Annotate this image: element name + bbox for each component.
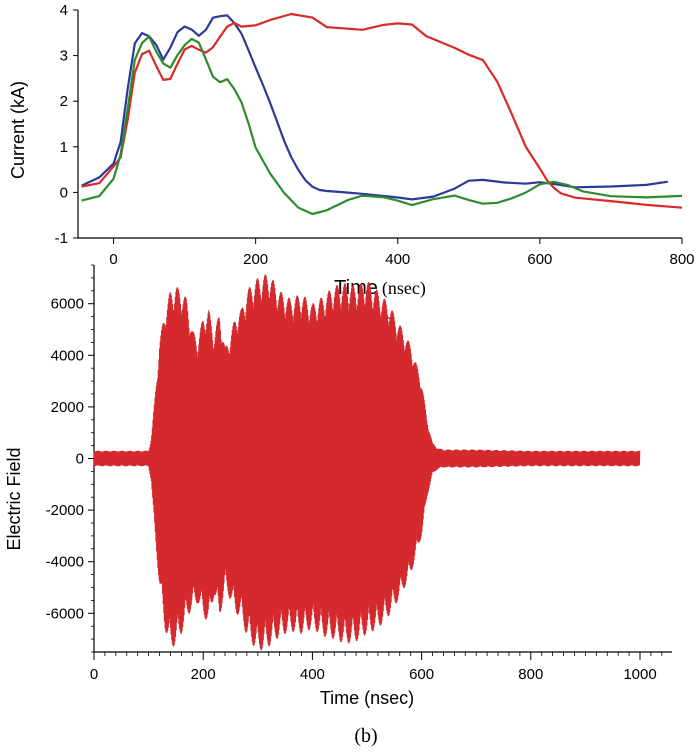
- current-x-tick-label: 0: [109, 251, 117, 268]
- current-x-tick-label: 200: [243, 251, 268, 268]
- current-series-green: [81, 35, 683, 216]
- electric-field-y-tick-label: 2000: [51, 399, 84, 416]
- electric-field-y-tick-label: 6000: [51, 296, 84, 313]
- current-y-tick-label: 3: [60, 48, 68, 65]
- electric-field-series: [93, 274, 641, 651]
- electric-field-y-tick-label: -4000: [46, 554, 84, 571]
- current-x-tick-label: 400: [385, 251, 410, 268]
- electric-field-x-tick-label: 800: [518, 666, 543, 683]
- electric-field-x-tick-label: 400: [300, 666, 325, 683]
- current-y-tick-label: 1: [60, 139, 68, 156]
- current-y-axis-label: Current (kA): [8, 81, 28, 179]
- electric-field-y-ticks: -6000 -4000 -2000 0 2000 4000 6000: [46, 264, 94, 653]
- current-x-axis-label-unit: (nsec): [382, 278, 426, 299]
- electric-field-x-ticks: 0 200 400 600 800 1000: [90, 652, 663, 683]
- electric-field-x-axis-label: Time (nsec): [320, 688, 414, 708]
- current-x-ticks: 0 200 400 600 800: [109, 238, 695, 268]
- current-chart: 0 200 400 600 800 -1 0 1 2 3 4 Current (kA) Time(…: [8, 2, 695, 336]
- panel-label-b: (b): [354, 725, 377, 747]
- current-y-tick-label: 4: [60, 2, 68, 19]
- current-series-red: [81, 12, 683, 209]
- electric-field-chart: 0 200 400 600 800 1000 -6000 -4000 -2000 0 2000 40…: [4, 264, 672, 747]
- current-series-group: [81, 12, 683, 216]
- electric-field-x-tick-label: 600: [409, 666, 434, 683]
- current-axis-frame: [77, 10, 682, 239]
- electric-field-series-group: [93, 274, 641, 651]
- electric-field-y-tick-label: -6000: [46, 605, 84, 622]
- current-chart-axes: [77, 10, 682, 239]
- current-series-blue: [81, 14, 668, 201]
- current-x-tick-label: 600: [527, 251, 552, 268]
- electric-field-y-tick-label: 4000: [51, 347, 84, 364]
- current-y-tick-label: -1: [55, 230, 68, 247]
- electric-field-x-tick-label: 200: [191, 666, 216, 683]
- current-y-ticks: -1 0 1 2 3 4: [55, 2, 78, 247]
- current-x-axis-label: Time (nsec): [334, 277, 426, 299]
- electric-field-x-tick-label: 1000: [623, 666, 656, 683]
- electric-field-y-axis-label: Electric Field: [4, 447, 24, 550]
- current-y-tick-label: 2: [60, 93, 68, 110]
- electric-field-y-tick-label: 0: [76, 451, 84, 468]
- electric-field-x-tick-label: 0: [90, 666, 98, 683]
- electric-field-y-tick-label: -2000: [46, 502, 84, 519]
- current-y-tick-label: 0: [60, 184, 68, 201]
- current-x-tick-label: 800: [669, 251, 694, 268]
